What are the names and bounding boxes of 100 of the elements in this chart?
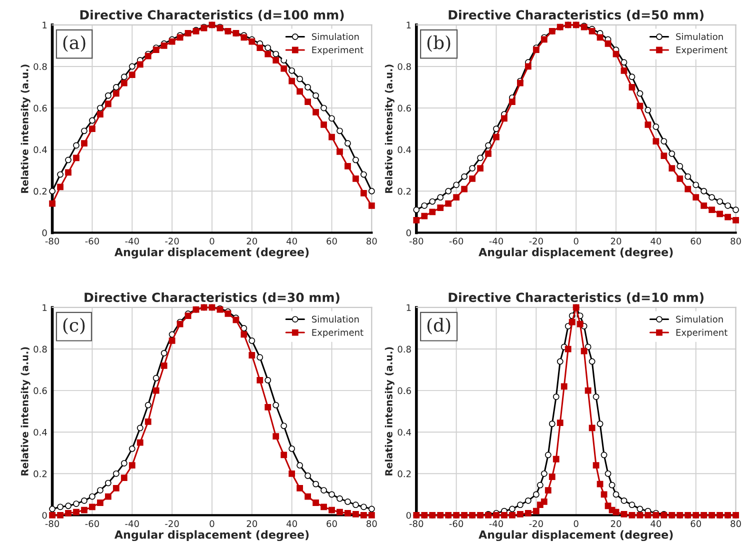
y-tick-label: 0.4: [34, 428, 47, 436]
point: [65, 169, 72, 176]
point: [368, 512, 375, 518]
point: [73, 142, 80, 149]
point: [620, 497, 628, 504]
x-tick-label: 80: [730, 520, 741, 528]
y-tick-label: 0.4: [398, 146, 412, 154]
point: [57, 512, 64, 518]
point: [256, 376, 264, 384]
point: [352, 510, 359, 518]
point: [120, 460, 128, 466]
point: [716, 210, 724, 218]
point: [600, 491, 608, 498]
point: [160, 350, 168, 356]
y-axis-title: Relative intensity (a.u.): [384, 347, 394, 476]
y-axis-title: Relative intensity (a.u.): [20, 64, 30, 193]
x-tick-label: 60: [690, 238, 702, 245]
point: [700, 202, 708, 209]
point: [120, 80, 128, 86]
point: [644, 121, 652, 128]
x-tick-label: -20: [165, 238, 179, 245]
legend-label: Experiment: [312, 46, 364, 56]
point: [636, 506, 644, 512]
legend-label: Experiment: [676, 46, 728, 56]
point: [296, 76, 304, 82]
point: [429, 198, 436, 205]
point: [81, 497, 88, 504]
point: [556, 420, 564, 426]
point: [336, 148, 343, 155]
point: [493, 126, 500, 132]
point: [57, 504, 64, 510]
point: [461, 173, 468, 180]
x-tick-label: 40: [286, 238, 297, 245]
point: [544, 452, 552, 458]
point: [288, 470, 296, 477]
point: [344, 140, 351, 147]
point: [445, 200, 452, 207]
point: [112, 470, 120, 477]
x-tick-label: 60: [326, 238, 337, 245]
point: [336, 495, 343, 502]
point: [160, 42, 168, 49]
x-tick-label: 40: [286, 520, 297, 528]
point: [344, 510, 351, 516]
legend-label: Experiment: [312, 328, 364, 338]
point: [272, 57, 280, 64]
y-tick-label: 0.4: [34, 146, 47, 154]
point: [604, 470, 612, 477]
y-tick-label: 0.6: [398, 387, 411, 394]
point: [461, 186, 468, 192]
point: [49, 512, 56, 518]
point: [312, 500, 319, 506]
y-axis-title: Relative intensity (a.u.): [20, 347, 30, 476]
chart-title: Directive Characteristics (d=30 mm): [84, 292, 340, 304]
legend-label: Simulation: [312, 316, 359, 323]
point: [540, 470, 548, 477]
x-tick-label: 60: [326, 520, 337, 528]
point: [560, 383, 568, 390]
point: [264, 50, 272, 58]
x-tick-label: 80: [730, 238, 741, 245]
x-tick-label: 60: [690, 520, 702, 528]
point: [49, 188, 56, 194]
y-axis-title: Relative intensity (a.u.): [384, 64, 394, 193]
point: [612, 50, 620, 58]
point: [524, 497, 532, 504]
point: [612, 491, 620, 498]
x-tick-label: -20: [165, 520, 179, 528]
y-tick-label: 0.8: [34, 63, 47, 70]
point: [112, 485, 120, 492]
x-axis-title: Angular displacement (degree): [478, 530, 673, 542]
point: [168, 338, 176, 344]
x-tick-label: 0: [574, 238, 578, 245]
point: [152, 46, 160, 54]
annotation: (b): [427, 35, 450, 52]
point: [636, 512, 644, 518]
point: [57, 171, 64, 178]
point: [368, 506, 375, 512]
point: [445, 188, 452, 194]
y-tick-label: 0.4: [398, 428, 412, 436]
point: [312, 480, 319, 488]
point: [288, 446, 296, 452]
point: [596, 34, 604, 41]
point: [97, 111, 104, 118]
point: [524, 510, 532, 516]
point: [73, 500, 80, 507]
point: [684, 186, 692, 192]
point: [548, 474, 556, 480]
point: [620, 59, 628, 66]
point: [128, 462, 136, 469]
point: [368, 188, 375, 194]
y-tick-label: 0.2: [398, 188, 411, 195]
x-tick-label: -20: [529, 520, 543, 528]
point: [144, 402, 152, 408]
point: [144, 418, 152, 425]
point: [97, 104, 104, 112]
point: [493, 134, 500, 140]
point: [104, 100, 112, 108]
legend-label: Simulation: [312, 33, 359, 40]
point: [320, 121, 327, 128]
point: [652, 512, 660, 518]
x-tick-label: 80: [366, 520, 377, 528]
